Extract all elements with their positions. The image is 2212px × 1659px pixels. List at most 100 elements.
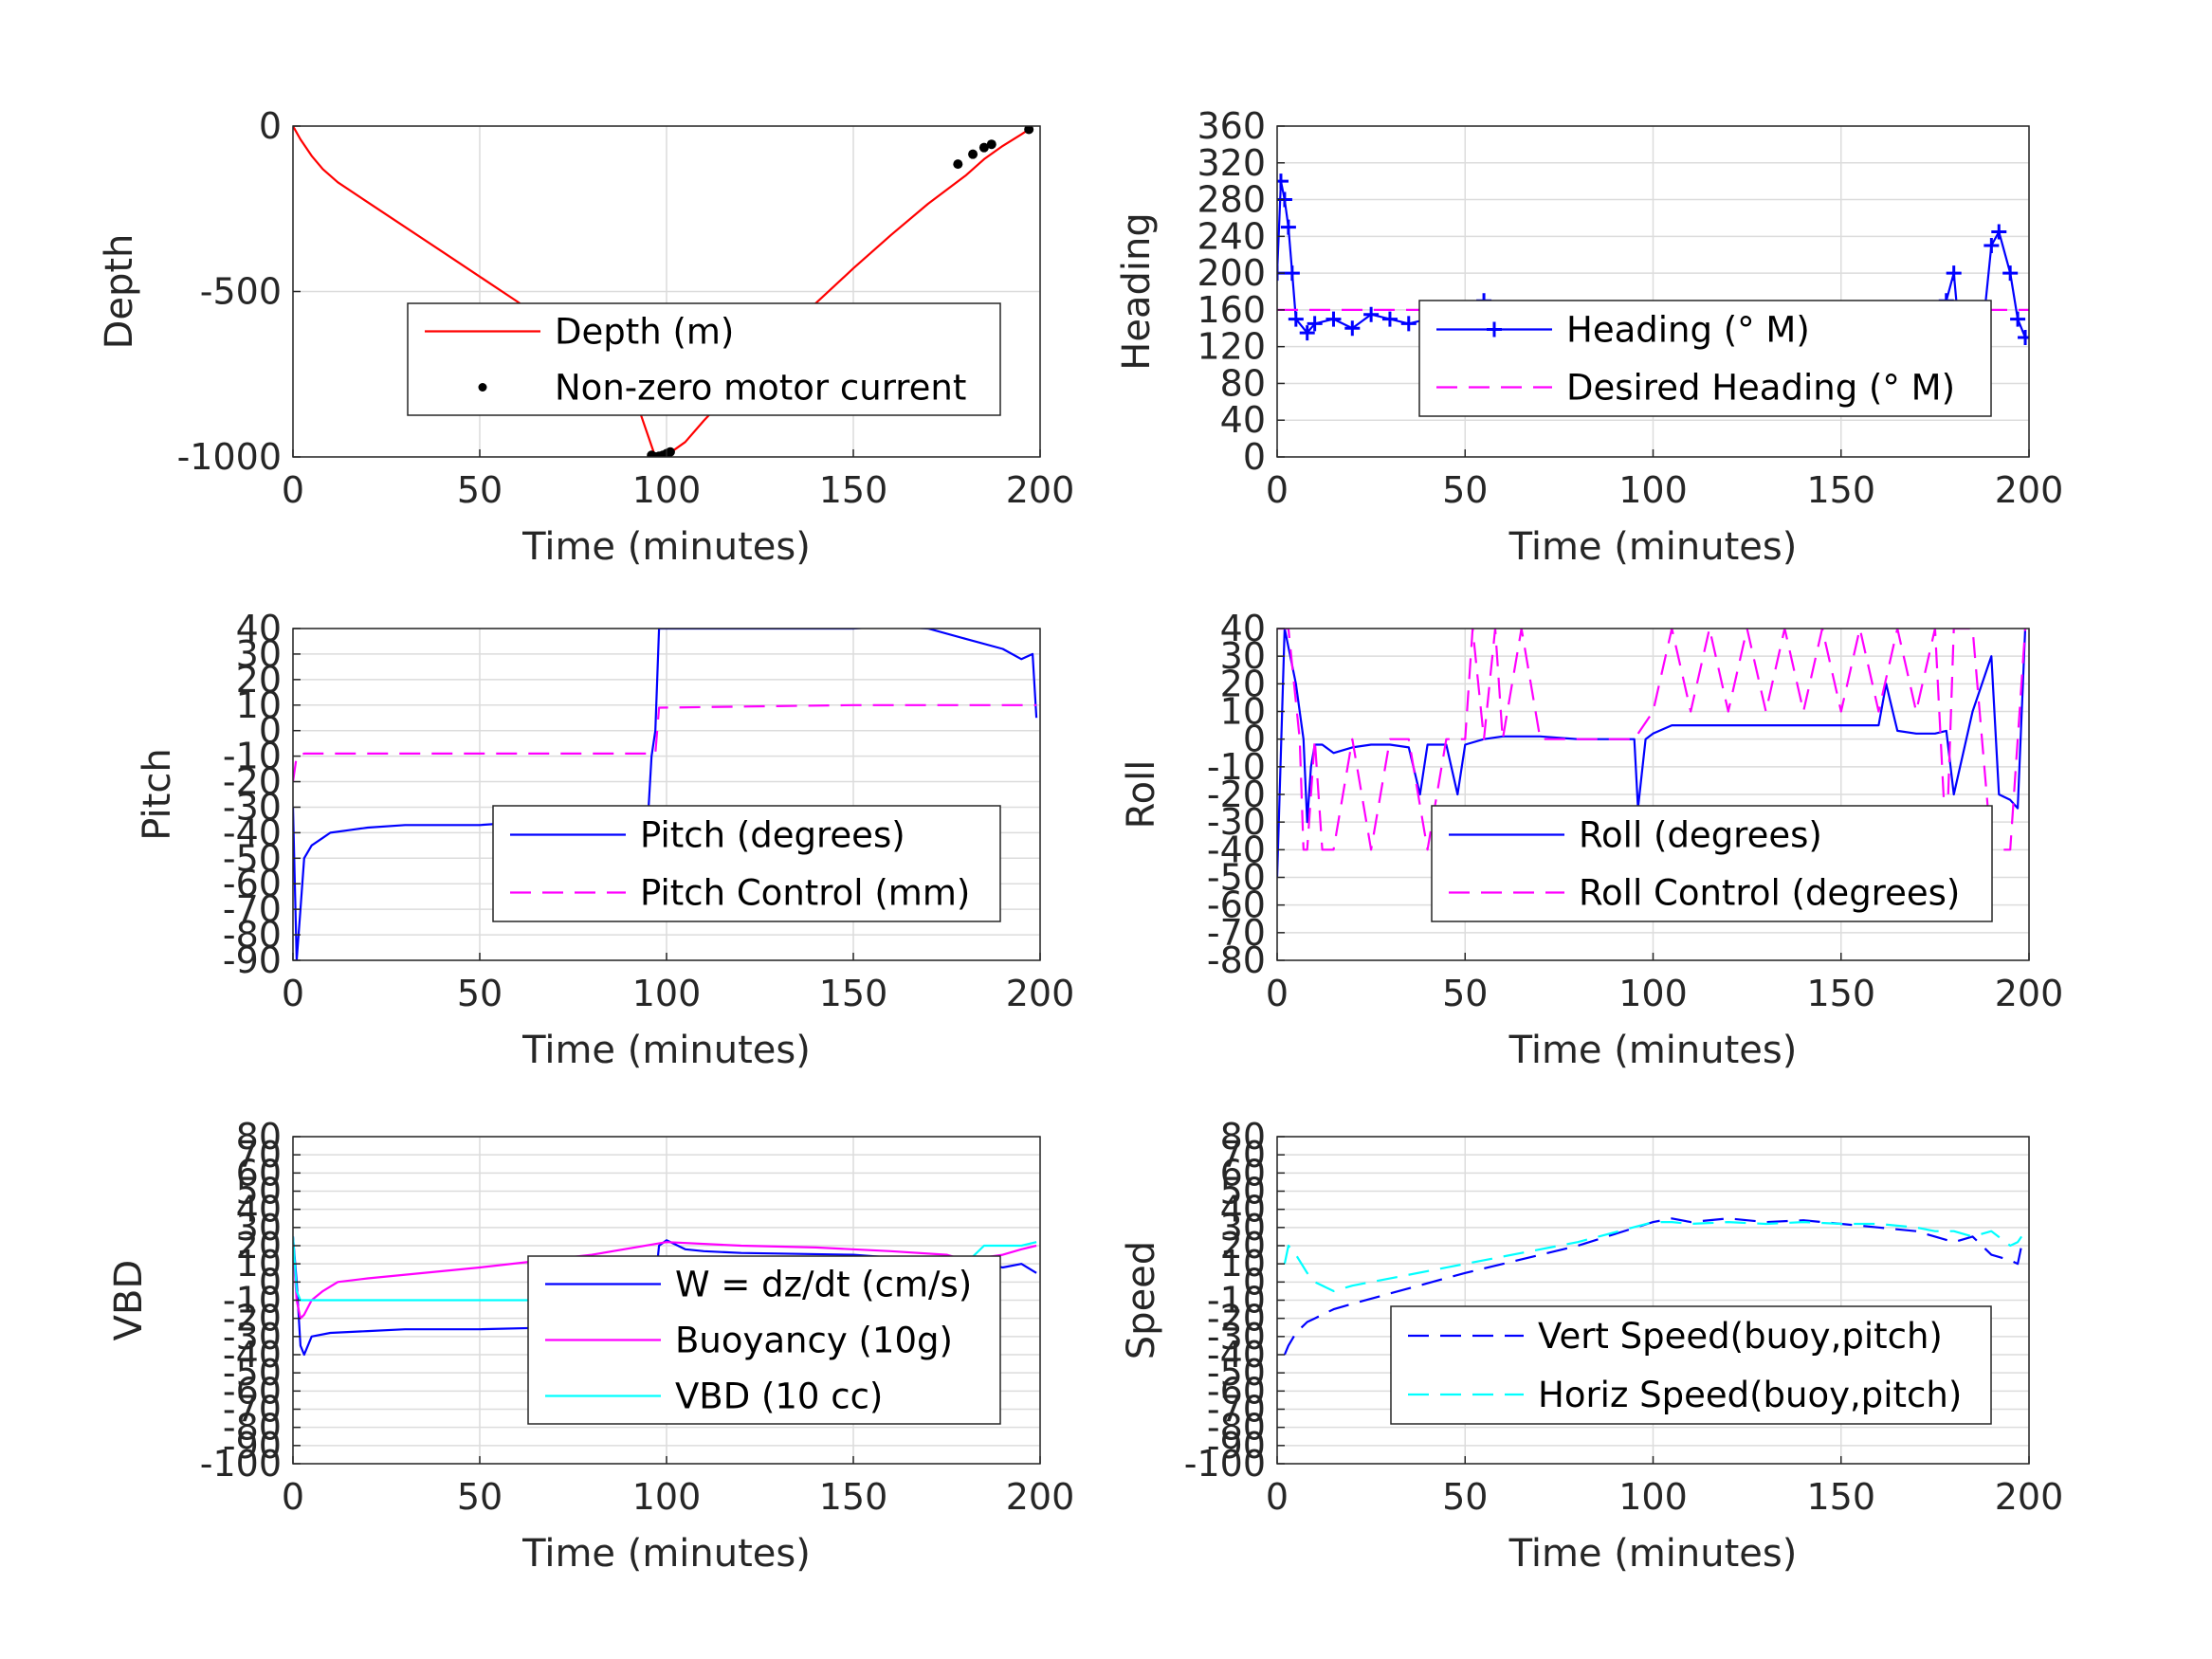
legend: Vert Speed(buoy,pitch) Horiz Speed(buoy,p… — [1390, 1305, 1992, 1425]
data-marker — [1363, 306, 1380, 322]
y-tick-label: -10 — [223, 1280, 282, 1322]
y-tick-label: 10 — [1220, 1243, 1266, 1285]
y-tick-label: 70 — [1220, 1134, 1266, 1176]
y-axis-label: Pitch — [136, 748, 179, 840]
y-tick-label: 0 — [1243, 719, 1266, 760]
x-tick-label: 200 — [1995, 973, 2064, 1014]
y-tick-label: -90 — [223, 939, 282, 981]
y-tick-label: 80 — [236, 1116, 282, 1158]
y-tick-label: -70 — [223, 1389, 282, 1431]
x-tick-label: 200 — [1995, 469, 2064, 511]
y-tick-label: 10 — [236, 1243, 282, 1285]
y-axis-label: VBD — [107, 1260, 151, 1341]
y-tick-label: 70 — [236, 1134, 282, 1176]
y-tick-label: 30 — [1220, 635, 1266, 677]
y-tick-label: -60 — [223, 1370, 282, 1412]
y-axis-label: Speed — [1120, 1241, 1163, 1359]
y-tick-label: 280 — [1197, 179, 1266, 221]
data-point — [1024, 126, 1034, 135]
y-tick-label: -80 — [223, 914, 282, 956]
legend-label: Desired Heading (° M) — [1566, 368, 1955, 409]
x-tick-label: 0 — [282, 973, 304, 1014]
chart-speed: 0 50 100 150 200-100-90-80-70-60-50-40-30-20… — [1120, 1116, 2063, 1576]
y-tick-label: 200 — [1197, 252, 1266, 294]
x-tick-label: 200 — [1006, 973, 1075, 1014]
x-tick-label: 50 — [457, 469, 503, 511]
y-tick-label: -30 — [223, 1316, 282, 1358]
y-tick-label: -60 — [1207, 884, 1266, 926]
y-tick-label: 40 — [236, 608, 282, 649]
x-axis-label: Time (minutes) — [521, 525, 811, 569]
y-tick-label: 0 — [1243, 436, 1266, 478]
y-tick-label: -50 — [1207, 1352, 1266, 1394]
series-layer — [1277, 629, 2027, 878]
legend-label: Pitch (degrees) — [640, 815, 905, 856]
y-axis-label: Heading — [1115, 212, 1159, 370]
x-tick-label: 0 — [1266, 1476, 1289, 1518]
y-tick-label: -70 — [223, 888, 282, 930]
y-tick-label: 20 — [236, 659, 282, 701]
y-tick-label: -60 — [223, 863, 282, 904]
legend-label: Non-zero motor current — [555, 368, 966, 409]
legend-label: Horiz Speed(buoy,pitch) — [1538, 1375, 1962, 1415]
legend: Pitch (degrees) Pitch Control (mm) — [492, 805, 1001, 922]
x-axis-label: Time (minutes) — [521, 1029, 811, 1072]
x-tick-label: 150 — [819, 1476, 888, 1518]
data-point — [953, 159, 963, 170]
series-layer — [1283, 1217, 2023, 1356]
x-tick-label: 100 — [1618, 973, 1688, 1014]
y-tick-label: -30 — [223, 786, 282, 828]
legend-label: Heading (° M) — [1566, 310, 1810, 351]
data-marker — [2018, 329, 2029, 345]
y-tick-label: 40 — [1220, 1189, 1266, 1231]
x-tick-label: 50 — [457, 1476, 503, 1518]
y-tick-label: -30 — [1207, 1316, 1266, 1358]
y-tick-label: -50 — [1207, 857, 1266, 899]
chart-depth: 0 50 100 150 200 -1000 -500 0 Time (minutes) Dept… — [98, 105, 1074, 569]
x-tick-label: 50 — [1442, 1476, 1488, 1518]
x-tick-label: 100 — [632, 1476, 702, 1518]
y-tick-label: -40 — [1207, 1334, 1266, 1376]
x-tick-label: 150 — [1806, 1476, 1875, 1518]
x-tick-label: 100 — [1618, 469, 1688, 511]
y-tick-label: -40 — [1207, 829, 1266, 870]
y-tick-label: -70 — [1207, 912, 1266, 954]
legend-box — [1431, 805, 1993, 922]
y-tick-label: -500 — [200, 271, 282, 313]
legend: Depth (m) Non-zero motor current — [407, 302, 1001, 416]
x-tick-label: 150 — [1806, 973, 1875, 1014]
data-marker — [1991, 224, 2007, 240]
y-tick-label: -100 — [1184, 1443, 1266, 1485]
legend-box — [1390, 1305, 1992, 1425]
legend-label: Pitch Control (mm) — [640, 873, 970, 914]
legend-label: Vert Speed(buoy,pitch) — [1538, 1316, 1943, 1357]
x-tick-label: 100 — [632, 469, 702, 511]
legend: W = dz/dt (cm/s) Buoyancy (10g) VBD (10 cc… — [527, 1255, 1001, 1425]
x-tick-label: 100 — [632, 973, 702, 1014]
x-axis-label: Time (minutes) — [1508, 1029, 1798, 1072]
x-tick-label: 50 — [1442, 973, 1488, 1014]
y-tick-label: 40 — [1220, 399, 1266, 441]
data-marker — [1983, 238, 2000, 254]
y-tick-label: 40 — [1220, 608, 1266, 649]
y-tick-label: 50 — [1220, 1171, 1266, 1212]
y-tick-label: 0 — [259, 105, 282, 147]
y-tick-label: -100 — [200, 1443, 282, 1485]
series-line-2 — [293, 703, 1037, 782]
y-tick-label: -20 — [1207, 774, 1266, 815]
y-tick-label: 320 — [1197, 142, 1266, 184]
data-point — [978, 142, 989, 153]
y-tick-label: 240 — [1197, 215, 1266, 257]
legend-box — [407, 302, 1001, 416]
data-marker — [1284, 265, 1300, 282]
x-axis-label: Time (minutes) — [1508, 525, 1798, 569]
x-tick-label: 150 — [819, 973, 888, 1014]
y-tick-label: -20 — [223, 761, 282, 803]
y-tick-label: 120 — [1197, 326, 1266, 368]
x-tick-label: 50 — [1442, 469, 1488, 511]
y-tick-label: 30 — [236, 1207, 282, 1249]
x-tick-label: 100 — [1618, 1476, 1688, 1518]
x-tick-label: 0 — [282, 1476, 304, 1518]
